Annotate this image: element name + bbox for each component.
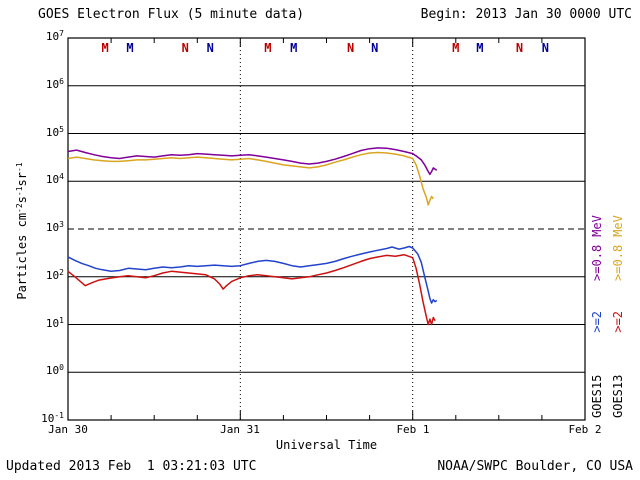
legend-label-goes13-2: >=0.8 bbox=[611, 244, 625, 281]
series-goes13-0.8-mev bbox=[67, 151, 434, 206]
event-marker-M: M bbox=[126, 41, 133, 55]
series-goes13-2-mev bbox=[67, 253, 436, 326]
event-marker-N: N bbox=[182, 41, 189, 55]
source-attribution: NOAA/SWPC Boulder, CO USA bbox=[437, 459, 633, 474]
y-tick-label: 10-1 bbox=[41, 411, 64, 425]
x-tick-label: Feb 1 bbox=[396, 423, 430, 436]
event-marker-M: M bbox=[101, 41, 108, 55]
event-marker-M: M bbox=[452, 41, 459, 55]
y-tick-label: 105 bbox=[45, 125, 64, 139]
begin-timestamp: Begin: 2013 Jan 30 0000 UTC bbox=[420, 7, 632, 22]
legend-label-goes13-1: >=2 bbox=[611, 310, 625, 333]
legend-label-goes15-1: >=2 bbox=[590, 310, 604, 333]
legend-label-goes13-0: GOES13 bbox=[611, 374, 625, 418]
legend-column-goes13: GOES13 >=2 >=0.8 MeV bbox=[611, 128, 625, 418]
series-goes15-2-mev bbox=[67, 245, 438, 304]
page-title: GOES Electron Flux (5 minute data) bbox=[38, 7, 305, 22]
x-tick-label: Feb 2 bbox=[568, 423, 602, 436]
x-tick-label: Jan 31 bbox=[220, 423, 260, 436]
event-marker-M: M bbox=[264, 41, 271, 55]
y-tick-label: 104 bbox=[45, 172, 64, 186]
y-label-superscript: -2 bbox=[15, 203, 24, 213]
x-tick-label: Jan 30 bbox=[48, 423, 88, 436]
legend-label-goes15-3: MeV bbox=[590, 215, 604, 237]
event-marker-N: N bbox=[347, 41, 354, 55]
event-marker-N: N bbox=[516, 41, 523, 55]
updated-timestamp: Updated 2013 Feb 1 03:21:03 UTC bbox=[6, 459, 257, 474]
plot-frame bbox=[67, 37, 586, 421]
event-marker-M: M bbox=[290, 41, 297, 55]
y-tick-label: 106 bbox=[45, 77, 64, 91]
event-marker-M: M bbox=[476, 41, 483, 55]
y-tick-label: 100 bbox=[45, 363, 64, 377]
y-tick-label: 101 bbox=[45, 316, 64, 330]
y-tick-label: 103 bbox=[45, 220, 64, 234]
legend-label-goes13-3: MeV bbox=[611, 215, 625, 237]
series-goes15-0.8-mev bbox=[67, 147, 438, 176]
legend-label-goes15-2: >=0.8 bbox=[590, 244, 604, 281]
legend-column-goes15: GOES15 >=2 >=0.8 MeV bbox=[590, 128, 604, 418]
event-marker-N: N bbox=[542, 41, 549, 55]
y-tick-label: 102 bbox=[45, 268, 64, 282]
x-axis-label: Universal Time bbox=[275, 438, 378, 452]
y-tick-label: 107 bbox=[45, 29, 64, 43]
y-label-superscript: -1 bbox=[15, 162, 24, 172]
y-label-superscript: -1 bbox=[15, 186, 24, 197]
event-marker-N: N bbox=[371, 41, 378, 55]
legend-label-goes15-0: GOES15 bbox=[590, 374, 604, 418]
event-marker-N: N bbox=[207, 41, 214, 55]
